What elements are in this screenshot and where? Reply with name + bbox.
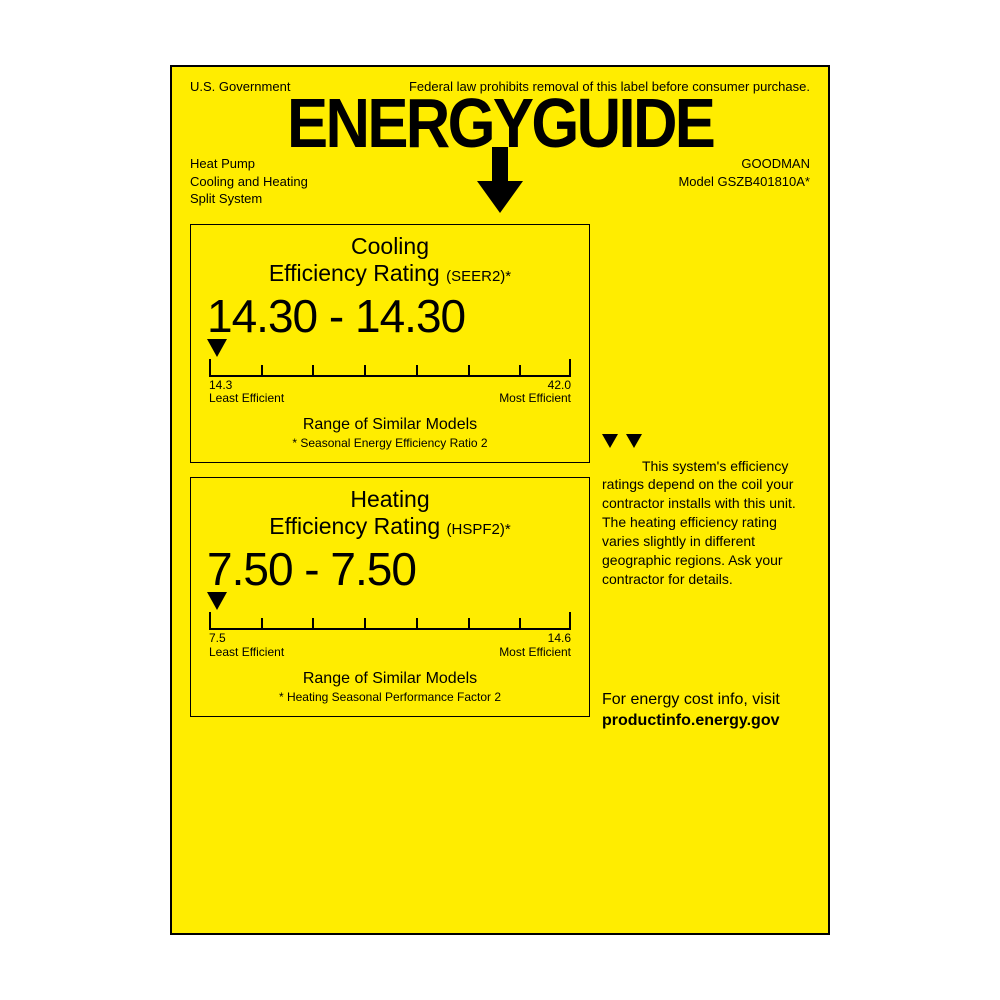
heating-pointer-row [201,592,579,610]
side-pointer-icon [602,434,800,453]
heating-pointer-icon [207,592,227,610]
cooling-scale-line [209,359,571,377]
side-explainer: This system's efficiency ratings depend … [602,457,800,589]
cooling-pointer-row [201,339,579,357]
heating-scale-line [209,612,571,630]
heating-min: 7.5 Least Efficient [209,632,284,660]
product-line2: Cooling and Heating [190,173,308,191]
energy-guide-label: U.S. Government Federal law prohibits re… [170,65,830,935]
product-model: GOODMAN Model GSZB401810A* [678,155,810,208]
model: Model GSZB401810A* [678,173,810,191]
heating-box: Heating Efficiency Rating (HSPF2)* 7.50 … [190,477,590,717]
heating-scale: 7.5 Least Efficient 14.6 Most Efficient [209,612,571,660]
cooling-range-caption: Range of Similar Models [201,416,579,434]
cooling-max: 42.0 Most Efficient [499,379,571,407]
cooling-value: 14.30 - 14.30 [207,289,579,343]
side-link: For energy cost info, visit productinfo.… [602,689,800,732]
heating-value: 7.50 - 7.50 [207,542,579,596]
heating-metric: (HSPF2)* [447,521,511,538]
product-line3: Split System [190,190,308,208]
heating-max: 14.6 Most Efficient [499,632,571,660]
side-panel: This system's efficiency ratings depend … [590,224,800,732]
cooling-footnote: * Seasonal Energy Efficiency Ratio 2 [201,436,579,450]
heating-title1: Heating [201,486,579,513]
cooling-metric: (SEER2)* [446,268,511,285]
cooling-box: Cooling Efficiency Rating (SEER2)* 14.30… [190,224,590,464]
product-type: Heat Pump Cooling and Heating Split Syst… [190,155,308,208]
cooling-min: 14.3 Least Efficient [209,379,284,407]
heating-scale-labels: 7.5 Least Efficient 14.6 Most Efficient [209,632,571,660]
heating-title2: Efficiency Rating (HSPF2)* [201,513,579,540]
cooling-title2: Efficiency Rating (SEER2)* [201,260,579,287]
heating-range-caption: Range of Similar Models [201,670,579,688]
logo-left: ENERGY [287,84,531,162]
cooling-title1: Cooling [201,233,579,260]
cooling-scale-labels: 14.3 Least Efficient 42.0 Most Efficient [209,379,571,407]
side-link-url: productinfo.energy.gov [602,710,800,732]
rating-boxes: Cooling Efficiency Rating (SEER2)* 14.30… [190,224,590,732]
logo-right: GUIDE [531,84,713,162]
cooling-scale: 14.3 Least Efficient 42.0 Most Efficient [209,359,571,407]
cooling-pointer-icon [207,339,227,357]
main-area: Cooling Efficiency Rating (SEER2)* 14.30… [190,224,810,732]
heating-footnote: * Heating Seasonal Performance Factor 2 [201,690,579,704]
